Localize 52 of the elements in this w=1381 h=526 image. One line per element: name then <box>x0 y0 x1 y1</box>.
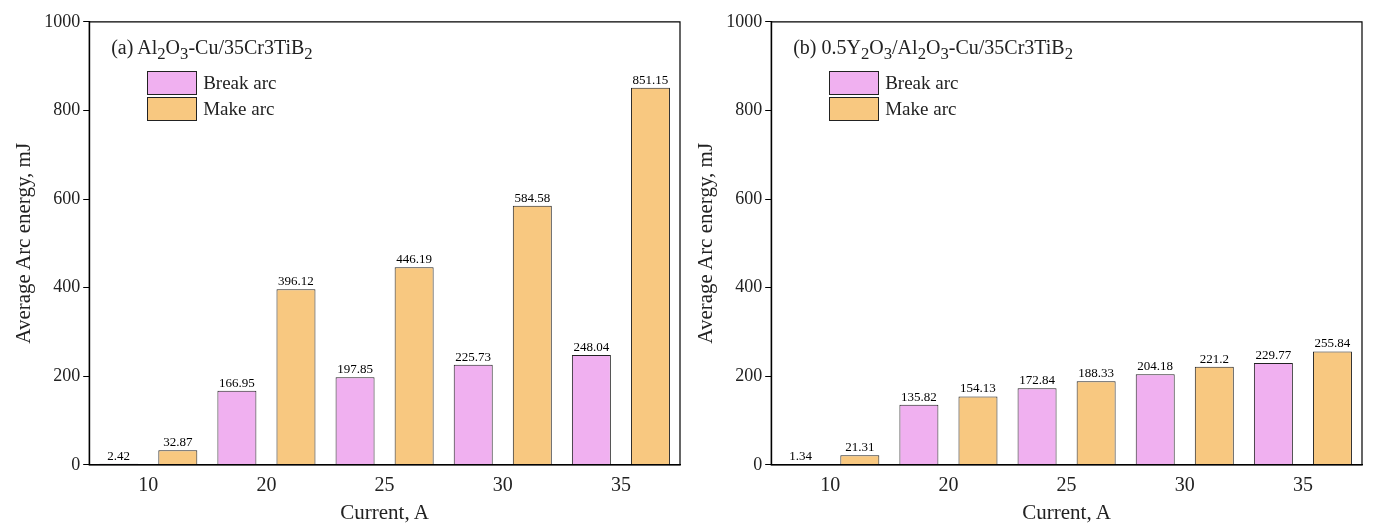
y-tick-label: 200 <box>53 364 81 385</box>
x-tick-label: 10 <box>820 473 841 496</box>
x-tick-label: 35 <box>610 473 631 496</box>
y-tick-label: 400 <box>53 276 81 297</box>
y-tick-label: 600 <box>735 187 763 208</box>
data-label: 135.82 <box>901 388 937 404</box>
x-tick-label: 35 <box>1292 473 1313 496</box>
y-tick-label: 800 <box>735 99 763 120</box>
data-label: 32.87 <box>163 434 193 450</box>
x-tick-label: 20 <box>938 473 959 496</box>
data-label: 1.34 <box>789 448 813 464</box>
legend-label: Make arc <box>203 97 275 120</box>
y-tick-label: 0 <box>753 453 763 474</box>
x-tick-label: 30 <box>492 473 513 496</box>
text: (a) Al$_{2}$O$_{3}$-Cu/35Cr3TiB$_{2}$ <box>111 35 313 64</box>
data-label: 221.2 <box>1199 350 1229 366</box>
data-label: 154.13 <box>960 380 996 396</box>
data-label: 172.84 <box>1019 372 1056 388</box>
data-label: 446.19 <box>396 251 433 267</box>
legend-label: Break arc <box>885 71 959 94</box>
data-label: 204.18 <box>1137 358 1174 374</box>
x-axis-title: Current, A <box>1022 499 1112 524</box>
data-label: 851.15 <box>632 71 669 87</box>
y-tick-label: 1000 <box>726 10 763 31</box>
x-tick-label: 10 <box>138 473 159 496</box>
data-label: 396.12 <box>278 273 314 289</box>
data-label: 584.58 <box>514 189 551 205</box>
x-tick-label: 30 <box>1174 473 1195 496</box>
y-tick-label: 0 <box>71 453 81 474</box>
y-tick-label: 1000 <box>44 10 81 31</box>
data-label: 2.42 <box>107 447 131 463</box>
data-label: 229.77 <box>1255 346 1292 362</box>
y-tick-label: 200 <box>735 364 763 385</box>
y-axis-title: Average Arc energy, mJ <box>693 142 718 344</box>
x-tick-label: 25 <box>1056 473 1077 496</box>
y-tick-label: 800 <box>53 99 81 120</box>
legend-label: Make arc <box>885 97 957 120</box>
y-tick-label: 600 <box>53 187 81 208</box>
y-axis-title: Average Arc energy, mJ <box>11 142 36 344</box>
chart-title: (b) 0.5Y$_{2}$O$_{3}$/Al$_{2}$O$_{3}$-Cu/35Cr3TiB$_{2}$ <box>793 35 1074 63</box>
y-tick-label: 400 <box>735 276 763 297</box>
data-label: 21.31 <box>845 439 875 455</box>
x-axis-title: Current, A <box>340 499 430 524</box>
data-label: 255.84 <box>1314 335 1351 351</box>
data-label: 166.95 <box>219 374 255 390</box>
legend-label: Break arc <box>203 71 277 94</box>
x-tick-label: 25 <box>374 473 395 496</box>
data-label: 225.73 <box>455 348 492 364</box>
data-label: 188.33 <box>1078 365 1115 381</box>
x-tick-label: 20 <box>256 473 277 496</box>
data-label: 197.85 <box>337 361 373 377</box>
data-label: 248.04 <box>573 338 610 354</box>
